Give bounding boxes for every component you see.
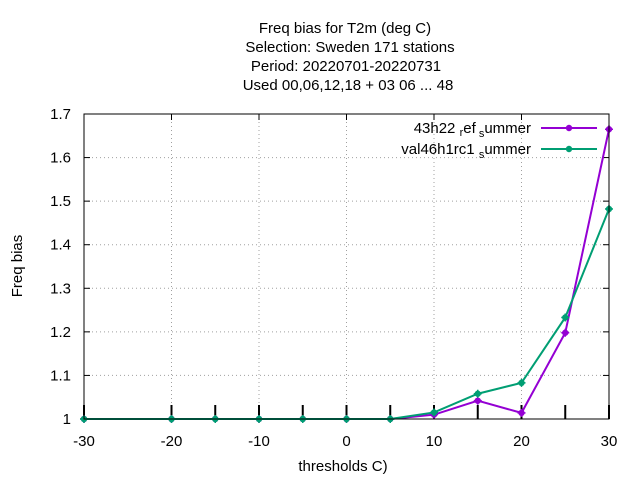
x-tick-label: -20 <box>161 433 183 450</box>
x-tick-label: -10 <box>248 433 270 450</box>
y-tick-label: 1.6 <box>50 150 71 167</box>
plot-frame <box>83 113 610 420</box>
title-line-4: Used 00,06,12,18 + 03 06 ... 48 <box>243 77 454 94</box>
x-tick-label: 10 <box>426 433 443 450</box>
legend-swatch-point <box>565 145 573 153</box>
x-axis-ticks: -30 -20 -10 0 10 20 30 <box>73 114 617 450</box>
title-line-3: Period: 20220701-20220731 <box>251 58 441 75</box>
y-tick-label: 1.1 <box>50 367 71 384</box>
y-axis-ticks: 1 1.1 1.2 1.3 1.4 1.5 1.6 1.7 <box>50 106 609 428</box>
y-tick-label: 1.4 <box>50 237 71 254</box>
title-line-2: Selection: Sweden 171 stations <box>245 39 454 56</box>
grid <box>84 114 609 419</box>
series-line <box>84 208 610 420</box>
legend-swatch-point <box>565 124 573 132</box>
y-tick-label: 1.2 <box>50 324 71 341</box>
x-tick-label: 0 <box>342 433 350 450</box>
x-axis-label: thresholds C) <box>298 458 387 475</box>
y-axis-label: Freq bias <box>9 235 26 298</box>
x-tick-label: 20 <box>513 433 530 450</box>
legend-entry-2: val46h1rc1 summer <box>401 141 597 161</box>
y-tick-label: 1.5 <box>50 193 71 210</box>
x-tick-label: 30 <box>601 433 618 450</box>
y-tick-label: 1.3 <box>50 280 71 297</box>
chart-title: Freq bias for T2m (deg C) Selection: Swe… <box>243 20 455 94</box>
legend-label: 43h22 ref summer <box>414 120 531 140</box>
legend-entry-1: 43h22 ref summer <box>414 120 597 140</box>
x-tick-label: -30 <box>73 433 95 450</box>
legend-label: val46h1rc1 summer <box>401 141 531 161</box>
y-tick-label: 1.7 <box>50 106 71 123</box>
title-line-1: Freq bias for T2m (deg C) <box>259 20 431 37</box>
y-tick-label: 1 <box>63 411 71 428</box>
